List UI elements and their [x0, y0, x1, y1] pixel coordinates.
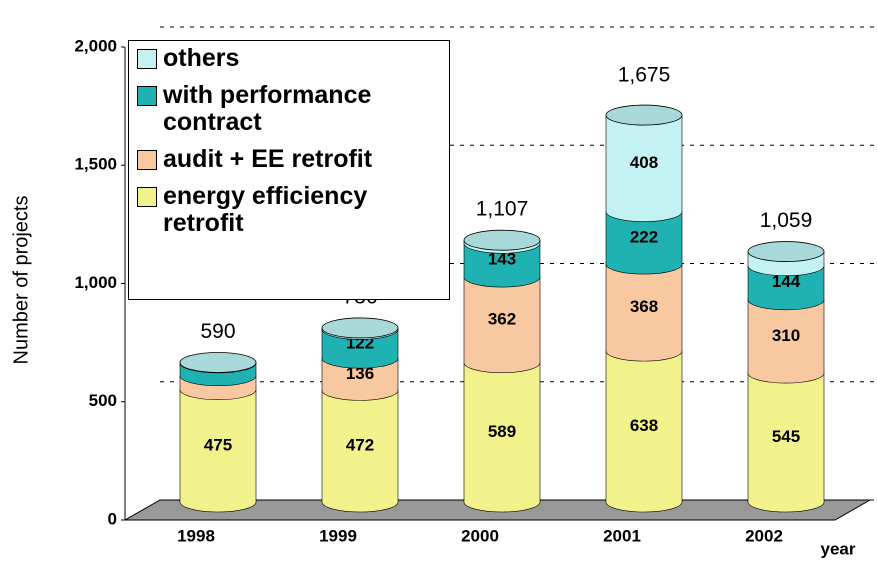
legend-label: audit + EE retrofit: [163, 145, 373, 173]
value-label: 638: [630, 416, 658, 435]
bar-segment: [606, 264, 682, 352]
value-label: 545: [772, 427, 800, 446]
bar-segment: [748, 373, 824, 502]
x-tick-label: 2002: [745, 526, 783, 545]
legend-swatch: [137, 187, 157, 207]
bar-segment: [464, 277, 540, 363]
y-tick-label: 0: [108, 509, 117, 528]
legend-swatch: [137, 150, 157, 170]
bar-segment: [464, 362, 540, 502]
value-label: 222: [630, 227, 658, 246]
x-tick-label: 1999: [319, 526, 357, 545]
x-tick-label: 2000: [461, 526, 499, 545]
value-label: 472: [346, 436, 374, 455]
legend-swatch: [137, 86, 157, 106]
bar-top: [605, 104, 683, 126]
value-label: 408: [630, 153, 658, 172]
legend-item: with performance contract: [137, 82, 441, 136]
value-label: 144: [772, 272, 801, 291]
x-tick-label: 1998: [177, 526, 215, 545]
total-label: 590: [200, 320, 235, 343]
legend-item: others: [137, 45, 441, 72]
bar-top: [747, 241, 825, 262]
total-label: 1,107: [476, 198, 529, 221]
legend-item: energy efficiency retrofit: [137, 183, 441, 237]
value-label: 589: [488, 422, 516, 441]
bar-top: [179, 352, 257, 373]
value-label: 136: [346, 364, 374, 383]
value-label: 310: [772, 326, 800, 345]
y-tick-label: 500: [89, 391, 117, 410]
value-label: 368: [630, 297, 658, 316]
x-tick-label: 2001: [603, 526, 641, 545]
bar-segment: [180, 389, 256, 502]
legend-label: others: [163, 44, 240, 72]
bar-segment: [748, 299, 824, 374]
legend-swatch: [137, 49, 157, 69]
y-tick-label: 1,500: [74, 155, 117, 174]
value-label: 143: [488, 250, 516, 269]
bar-segment: [322, 390, 398, 502]
x-axis-label: year: [821, 539, 856, 558]
legend-label: with performance contract: [163, 81, 372, 136]
value-label: 475: [204, 435, 232, 454]
y-axis-label: Number of projects: [10, 196, 32, 365]
legend-label: energy efficiency retrofit: [163, 182, 368, 237]
total-label: 1,675: [618, 63, 671, 86]
bar-segment: [606, 351, 682, 502]
bar-top: [463, 229, 541, 251]
legend: others with performance contract audit + E…: [128, 40, 450, 300]
bar-segment: [606, 115, 682, 212]
total-label: 1,059: [760, 209, 813, 232]
bar-top: [321, 317, 399, 339]
y-tick-label: 1,000: [74, 273, 117, 292]
legend-item: audit + EE retrofit: [137, 146, 441, 173]
value-label: 362: [488, 309, 516, 328]
y-tick-label: 2,000: [74, 36, 117, 55]
